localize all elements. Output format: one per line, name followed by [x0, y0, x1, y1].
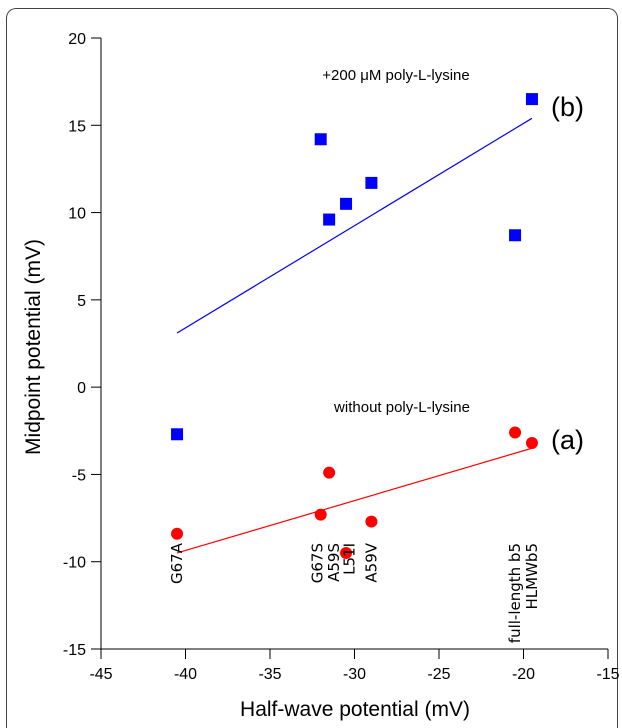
square-point: [525, 93, 538, 106]
circle-point: [525, 437, 538, 450]
series-a-tag: (a): [551, 425, 584, 455]
chart-frame: [6, 8, 618, 728]
square-point: [509, 229, 522, 242]
point-label: full-length b5: [506, 543, 524, 643]
y-tick-label: -5: [72, 467, 86, 484]
circle-point: [323, 466, 336, 479]
y-tick-label: 0: [77, 380, 86, 397]
y-tick-label: 20: [68, 31, 86, 48]
circle-point: [340, 546, 353, 559]
data-points: [171, 93, 538, 559]
y-tick-label: 5: [77, 293, 86, 310]
circle-point: [314, 508, 327, 521]
point-label: HLMWb5: [523, 543, 541, 609]
fit-line-0: [176, 117, 533, 334]
point-label: G67S: [308, 543, 326, 583]
square-point: [171, 428, 184, 441]
x-tick-label: -40: [174, 666, 197, 683]
fit-line-1: [176, 447, 533, 554]
x-tick-label: -20: [512, 666, 535, 683]
point-label: G67A: [168, 542, 186, 584]
point-label: L51I: [340, 543, 358, 575]
series-b-annotation: +200 μM poly-L-lysine: [322, 67, 469, 84]
circle-point: [171, 527, 184, 540]
series-b-tag: (b): [551, 92, 584, 122]
x-tick-label: -15: [596, 666, 619, 683]
axes: -15 -10 -5 0 5 10 15 20 -45 -40 -35 -30 -25 -20 -15: [63, 31, 620, 683]
y-tick-label: -15: [63, 642, 86, 659]
x-tick-label: -30: [343, 666, 366, 683]
square-point: [340, 197, 353, 210]
point-label: A59V: [362, 542, 380, 582]
series-a-annotation: without poly-L-lysine: [333, 399, 470, 416]
x-tick-label: -35: [258, 666, 281, 683]
y-tick-label: -10: [63, 555, 86, 572]
y-tick-label: 15: [68, 118, 86, 135]
square-point: [314, 133, 327, 146]
circle-point: [509, 426, 522, 439]
square-point: [323, 213, 336, 226]
point-label: A59S: [325, 543, 343, 582]
y-axis-title: Midpoint potential (mV): [22, 239, 45, 455]
x-axis-title: Half-wave potential (mV): [240, 698, 470, 721]
fit-lines: [176, 117, 533, 554]
y-tick-label: 10: [68, 206, 86, 223]
square-point: [365, 176, 378, 189]
circle-point: [365, 515, 378, 528]
x-tick-label: -25: [427, 666, 450, 683]
x-tick-label: -45: [89, 666, 112, 683]
